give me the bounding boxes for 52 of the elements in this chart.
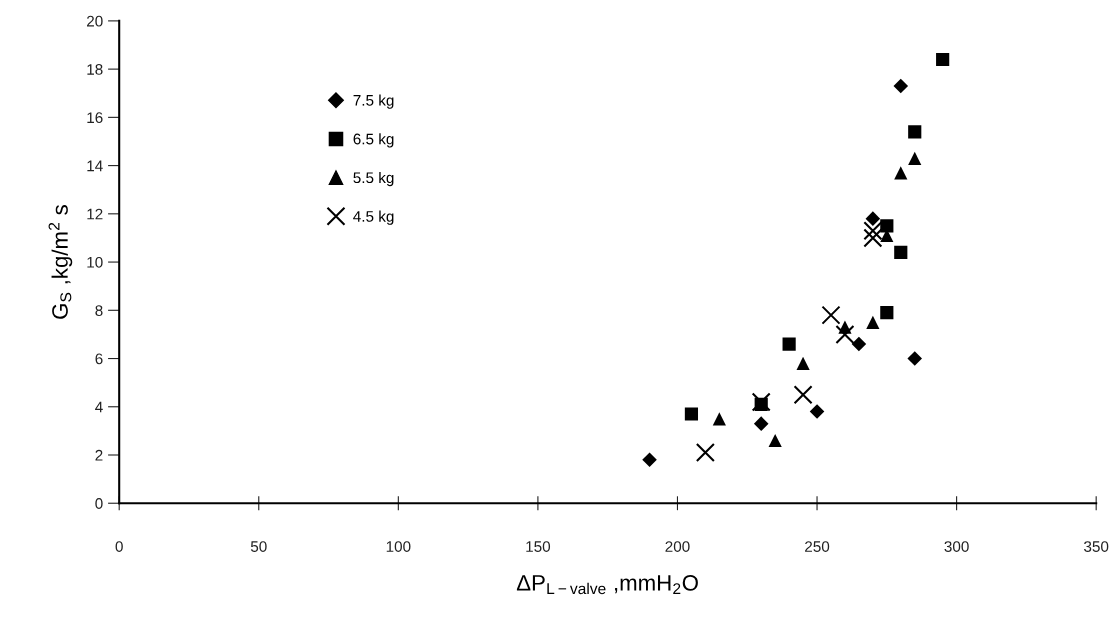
point (893, 78, 909, 94)
y-tick-label: 14 (87, 160, 103, 172)
point (712, 412, 726, 426)
y-tick-label: 10 (87, 256, 103, 268)
point (880, 306, 894, 320)
point (863, 228, 883, 248)
y-tick-label: 6 (95, 353, 103, 365)
point (821, 305, 841, 325)
point (866, 315, 880, 329)
point (695, 443, 715, 463)
point (835, 324, 855, 344)
point (894, 166, 908, 180)
legend-label: 4.5 kg (353, 210, 394, 225)
point (907, 351, 923, 366)
point (809, 404, 825, 419)
x-tick-label: 300 (944, 541, 969, 552)
legend-label: 7.5 kg (353, 94, 394, 109)
y-tick-label: 0 (95, 498, 103, 509)
point (796, 356, 810, 370)
point (880, 219, 894, 233)
point (851, 336, 867, 352)
point (793, 385, 813, 405)
x-tick-label: 150 (526, 541, 551, 552)
point (908, 125, 922, 139)
point (642, 452, 657, 468)
point (782, 337, 796, 351)
x-tick-label: 200 (665, 541, 690, 552)
y-tick-label: 20 (87, 15, 103, 27)
y-tick-label: 16 (87, 112, 103, 124)
point (936, 52, 950, 67)
x-tick-label: 350 (1084, 541, 1109, 552)
legend-label: 5.5 kg (353, 171, 394, 187)
point (865, 211, 881, 226)
y-tick-label: 8 (95, 305, 103, 316)
x-axis-title: ΔP$_{L−valve}$ ,mmH$_{2}$O (516, 574, 698, 595)
x-tick-label: 0 (115, 541, 123, 552)
point (768, 433, 782, 448)
x-tick-label: 100 (386, 541, 411, 552)
point (753, 416, 769, 431)
point (684, 407, 699, 421)
point (908, 151, 922, 165)
x-tick-label: 50 (250, 541, 267, 552)
y-tick-label: 2 (95, 449, 103, 461)
y-axis-title: G$_{S}$ ,kg/m$^{2}$ s (48, 205, 73, 319)
x-tick-label: 250 (805, 541, 830, 552)
y-tick-label: 18 (87, 63, 103, 75)
point (894, 245, 908, 259)
point (863, 221, 883, 241)
legend-label: 6.5 kg (353, 133, 394, 148)
y-tick-label: 4 (95, 401, 103, 413)
y-tick-label: 12 (87, 208, 103, 220)
point (751, 392, 771, 412)
